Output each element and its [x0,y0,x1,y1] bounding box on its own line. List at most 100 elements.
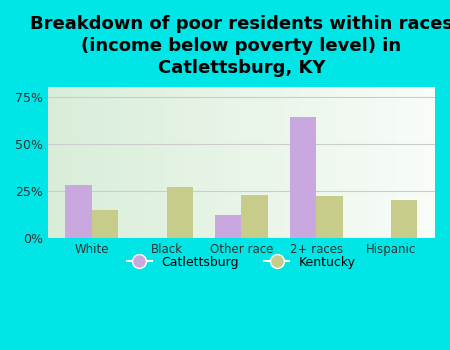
Bar [280,87,284,238]
Bar [381,87,385,238]
Bar [373,87,377,238]
Bar [385,87,388,238]
Bar [365,87,369,238]
Bar [369,87,373,238]
Bar [334,87,338,238]
Bar [292,87,296,238]
Bar [144,87,149,238]
Bar [214,87,218,238]
Bar [361,87,365,238]
Bar [141,87,144,238]
Bar [242,195,268,238]
Bar [423,87,427,238]
Bar [90,87,94,238]
Bar [303,87,307,238]
Bar [316,196,342,238]
Bar [56,87,59,238]
Bar [265,87,269,238]
Bar [307,87,311,238]
Bar [172,87,176,238]
Bar [392,87,396,238]
Bar [148,87,153,238]
Bar [290,117,316,238]
Bar [311,87,315,238]
Bar [65,185,92,238]
Bar [137,87,141,238]
Bar [125,87,129,238]
Legend: Catlettsburg, Kentucky: Catlettsburg, Kentucky [122,251,361,274]
Bar [133,87,137,238]
Bar [114,87,117,238]
Bar [338,87,342,238]
Bar [218,87,222,238]
Bar [431,87,435,238]
Bar [176,87,180,238]
Bar [83,87,86,238]
Bar [427,87,431,238]
Bar [242,87,245,238]
Bar [183,87,187,238]
Bar [238,87,242,238]
Bar [59,87,63,238]
Bar [153,87,156,238]
Bar [319,87,323,238]
Bar [168,87,172,238]
Bar [323,87,327,238]
Bar [412,87,416,238]
Bar [300,87,303,238]
Bar [408,87,412,238]
Bar [94,87,98,238]
Bar [257,87,261,238]
Bar [202,87,207,238]
Bar [92,210,118,238]
Bar [156,87,160,238]
Bar [226,87,230,238]
Bar [388,87,392,238]
Bar [284,87,288,238]
Bar [350,87,354,238]
Bar [396,87,400,238]
Bar [404,87,408,238]
Bar [98,87,102,238]
Bar [315,87,319,238]
Bar [191,87,195,238]
Bar [86,87,90,238]
Bar [75,87,79,238]
Bar [276,87,280,238]
Bar [63,87,67,238]
Bar [67,87,71,238]
Bar [117,87,122,238]
Bar [71,87,75,238]
Bar [180,87,183,238]
Bar [166,187,193,238]
Bar [327,87,330,238]
Bar [269,87,272,238]
Bar [48,87,52,238]
Bar [160,87,164,238]
Bar [195,87,199,238]
Bar [354,87,358,238]
Bar [288,87,292,238]
Bar [234,87,238,238]
Bar [272,87,276,238]
Bar [215,215,242,238]
Bar [296,87,300,238]
Bar [222,87,226,238]
Bar [346,87,350,238]
Bar [330,87,334,238]
Bar [52,87,56,238]
Bar [377,87,381,238]
Bar [416,87,419,238]
Bar [211,87,214,238]
Bar [419,87,423,238]
Bar [102,87,106,238]
Bar [391,200,418,238]
Bar [230,87,234,238]
Bar [249,87,253,238]
Bar [164,87,168,238]
Bar [261,87,265,238]
Bar [122,87,125,238]
Bar [187,87,191,238]
Bar [79,87,83,238]
Bar [207,87,211,238]
